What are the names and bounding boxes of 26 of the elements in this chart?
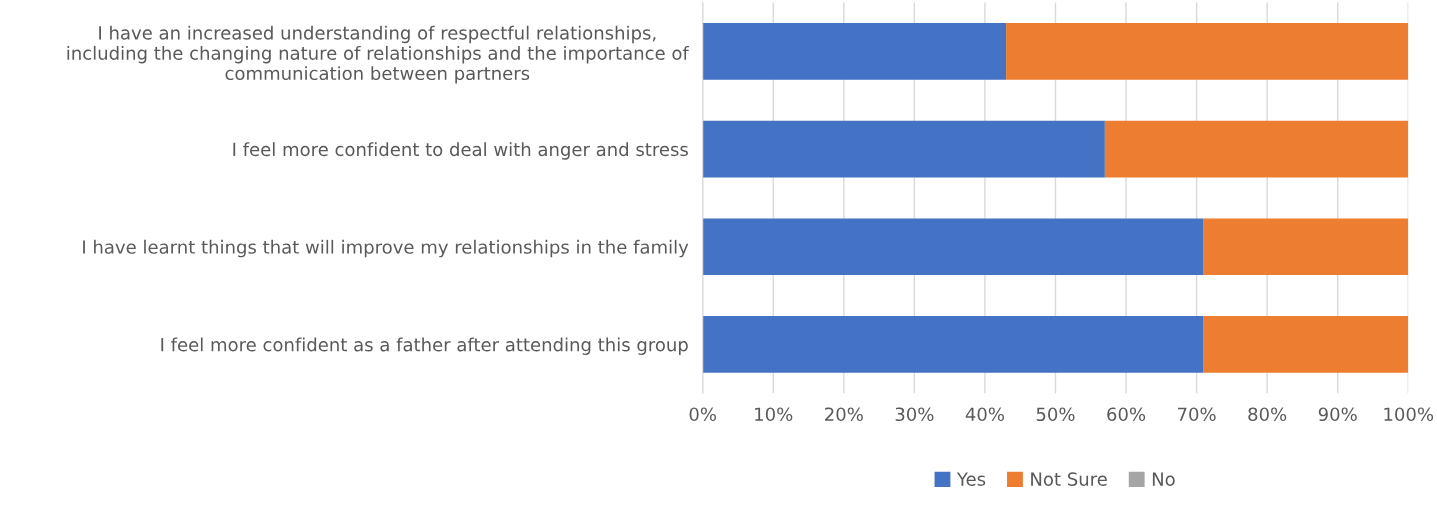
- x-tick-label: 40%: [965, 407, 1004, 422]
- bar: [702, 23, 1007, 80]
- bar: [1203, 316, 1409, 373]
- legend-label: Not Sure: [1031, 472, 1107, 486]
- bar: [702, 218, 1204, 276]
- x-tick-label: 30%: [895, 407, 934, 422]
- bar: [702, 316, 1204, 373]
- y-tick-label: I have an increased understanding of respectful relationships, including the changing nature of relationships and the importance of communication between partners: [67, 25, 690, 84]
- x-tick-label: 70%: [1178, 407, 1216, 422]
- x-tick-label: 60%: [1107, 407, 1146, 422]
- x-tick-label: 50%: [1036, 407, 1075, 422]
- bar: [1006, 23, 1409, 80]
- y-tick-label: I feel more confident as a father after attending this group: [161, 337, 688, 355]
- x-tick-label: 90%: [1318, 407, 1357, 422]
- y-tick-label: I have learnt things that will improve my relationships in the family: [83, 239, 689, 258]
- x-tick-label: 80%: [1248, 407, 1287, 422]
- bar: [1203, 218, 1409, 276]
- bar: [702, 120, 1105, 178]
- x-tick-label: 20%: [825, 407, 863, 422]
- bar: [1104, 120, 1409, 178]
- y-tick-label: I feel more confident to deal with anger and stress: [233, 142, 688, 160]
- x-tick-label: 0%: [689, 407, 717, 422]
- legend-label: No: [1152, 472, 1175, 486]
- x-tick-label: 100%: [1384, 407, 1434, 422]
- legend-label: Yes: [956, 472, 986, 486]
- x-tick-label: 10%: [755, 407, 793, 422]
